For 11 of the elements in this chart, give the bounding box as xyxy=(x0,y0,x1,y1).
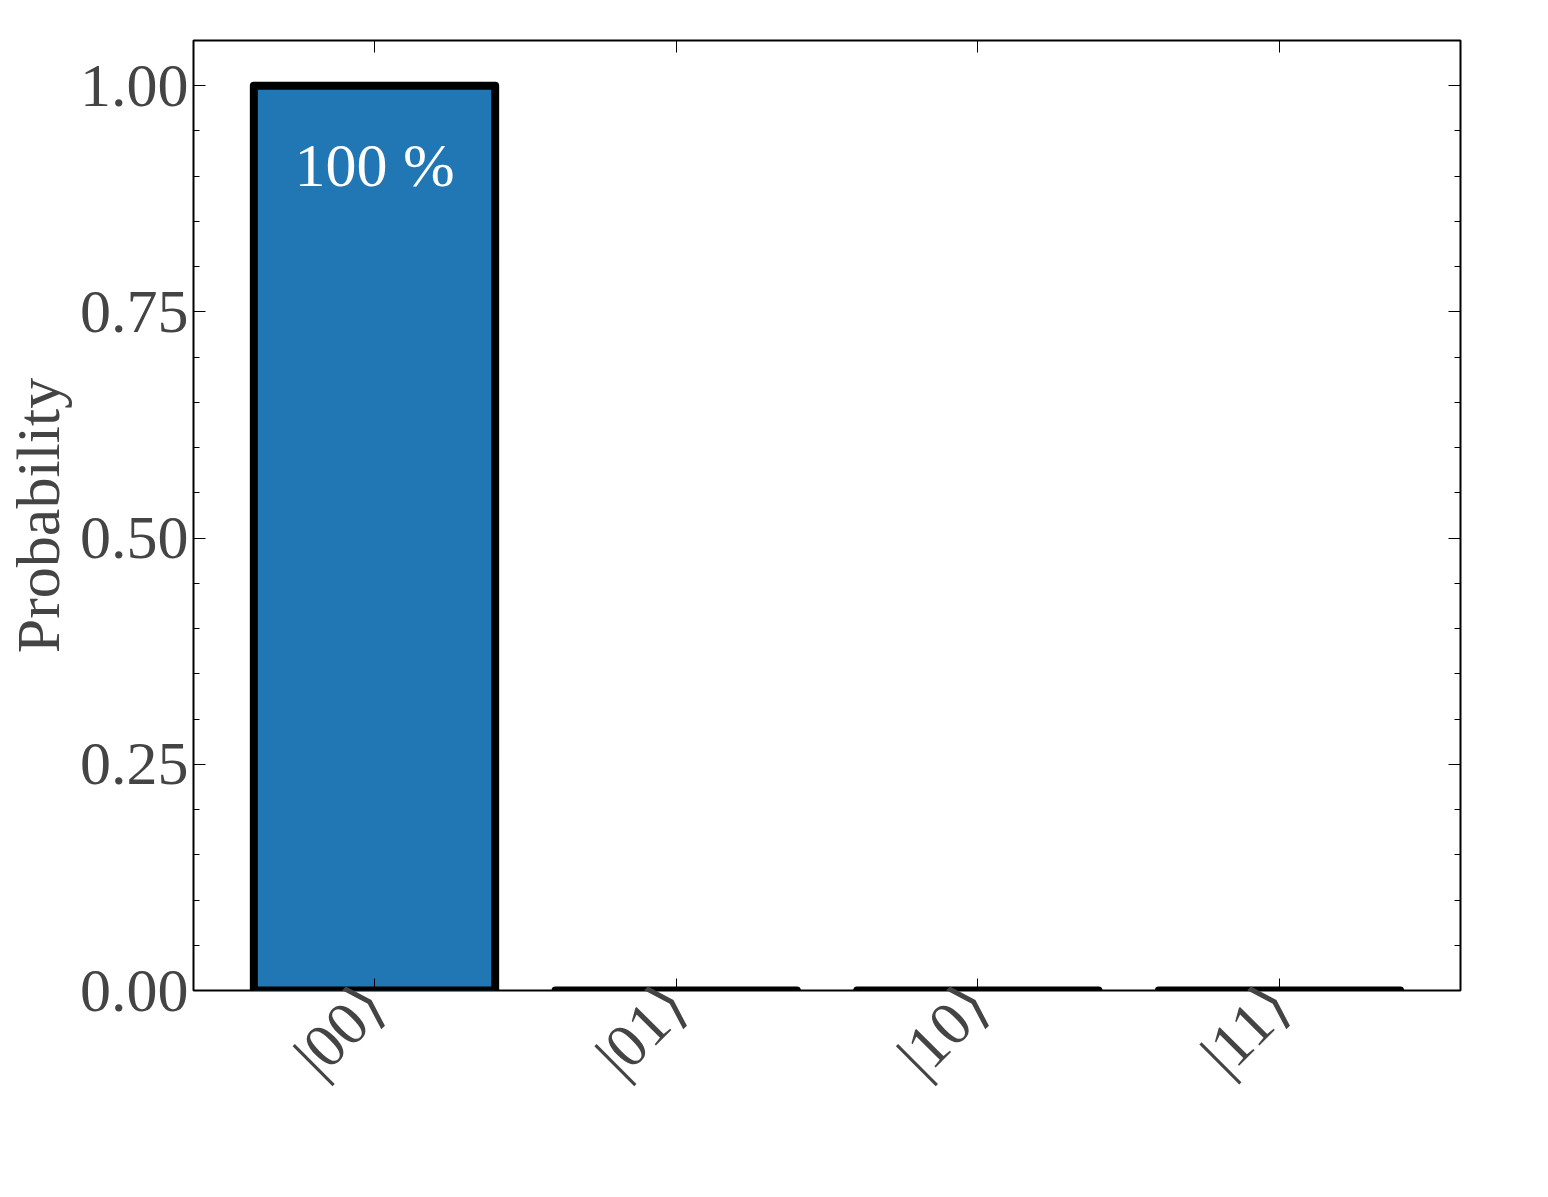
y-tick-label: 0.25 xyxy=(80,729,189,798)
y-tick-label: 1.00 xyxy=(80,50,189,119)
x-tick-label: |01⟩ xyxy=(582,971,701,1090)
y-tick-label: 0.00 xyxy=(80,955,189,1024)
y-axis-title: Probability xyxy=(4,377,72,654)
x-tick-label: |00⟩ xyxy=(280,971,399,1090)
data-label: 100 % xyxy=(294,130,455,199)
x-tick-label: |10⟩ xyxy=(884,971,1002,1090)
y-tick-label: 0.50 xyxy=(80,503,189,572)
y-tick-label: 0.75 xyxy=(80,276,189,345)
x-tick-label: |11⟩ xyxy=(1187,971,1304,1088)
